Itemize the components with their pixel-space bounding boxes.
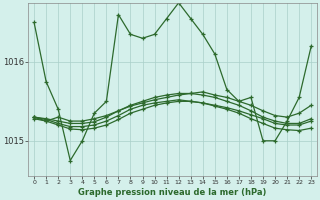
X-axis label: Graphe pression niveau de la mer (hPa): Graphe pression niveau de la mer (hPa) [78, 188, 267, 197]
